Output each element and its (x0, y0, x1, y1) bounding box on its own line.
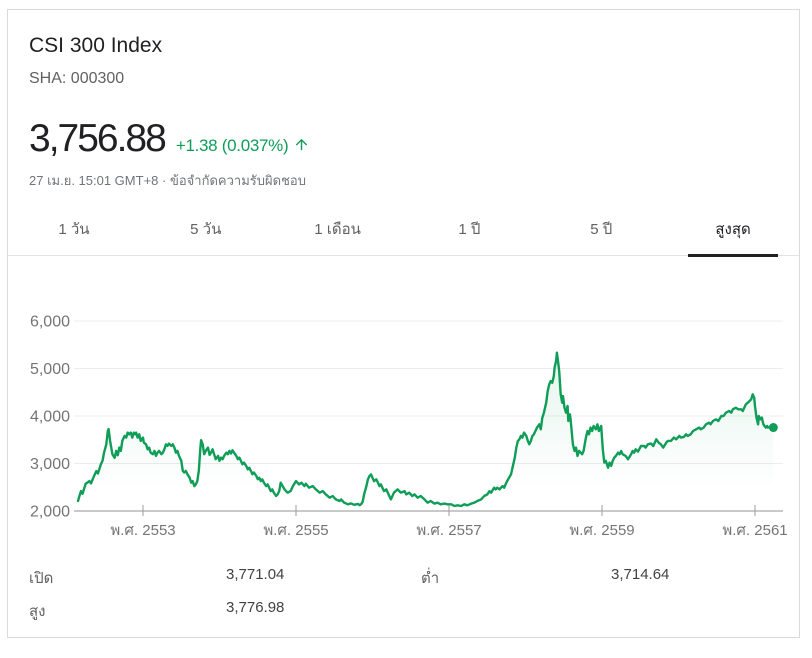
x-axis-label: พ.ศ. 2561 (722, 522, 787, 539)
price-change-text: +1.38 (0.037%) (175, 136, 289, 155)
tab-1-day[interactable]: 1 วัน (8, 202, 140, 255)
tab-5-year[interactable]: 5 ปี (535, 202, 667, 255)
tab-label: 5 ปี (590, 220, 613, 238)
price-row: 3,756.88 +1.38 (0.037%) (29, 116, 310, 162)
timestamp-text: 27 เม.ย. 15:01 GMT+8 (29, 173, 159, 188)
chart-area-fill (78, 352, 774, 511)
arrow-up-icon (296, 138, 308, 151)
price-line (76, 351, 775, 508)
last-price-dot (768, 423, 778, 433)
tab-5-day[interactable]: 5 วัน (140, 202, 272, 255)
stat-open-value: 3,771.04 (226, 566, 285, 583)
y-axis-label: 4,000 (30, 409, 70, 426)
y-axis-label: 5,000 (30, 361, 70, 378)
price-chart[interactable]: 2,000 3,000 4,000 5,000 6,000 พ.ศ. 2553 พ.ศ. 2… (8, 256, 799, 556)
stat-low-label: ต่ำ (421, 570, 440, 587)
ticker-symbol: SHA: 000300 (29, 70, 125, 87)
disclaimer-link[interactable]: ข้อจำกัดความรับผิดชอบ (169, 173, 306, 188)
x-axis-label: พ.ศ. 2555 (263, 522, 328, 539)
stat-high-label: สูง (29, 603, 46, 620)
tab-label: 1 ปี (458, 220, 481, 238)
stat-row: สูง 3,776.98 (29, 599, 778, 620)
separator-dot: · (162, 173, 167, 188)
x-axis-label: พ.ศ. 2553 (110, 522, 175, 539)
tab-label: 1 เดือน (314, 220, 361, 238)
x-axis-label: พ.ศ. 2557 (416, 522, 481, 539)
tab-label: 1 วัน (58, 220, 90, 238)
range-tabs: 1 วัน 5 วัน 1 เดือน 1 ปี 5 ปี สูงสุด (8, 202, 799, 257)
price-change: +1.38 (0.037%) (176, 134, 311, 156)
y-axis-label: 6,000 (30, 314, 70, 331)
x-axis-label: พ.ศ. 2559 (569, 522, 634, 539)
tab-label: 5 วัน (190, 220, 222, 238)
finance-card: CSI 300 Index SHA: 000300 3,756.88 +1.38… (7, 9, 800, 638)
tab-max[interactable]: สูงสุด (667, 202, 799, 257)
stat-low-value: 3,714.64 (611, 566, 670, 583)
quote-timestamp: 27 เม.ย. 15:01 GMT+8 · ข้อจำกัดความรับผิ… (29, 172, 306, 190)
active-tab-underline (688, 254, 779, 257)
tab-1-year[interactable]: 1 ปี (403, 202, 535, 255)
page-title: CSI 300 Index (29, 34, 163, 57)
y-axis-label: 2,000 (30, 504, 70, 521)
current-price: 3,756.88 (29, 117, 167, 160)
stat-row: เปิด 3,771.04 ต่ำ 3,714.64 (29, 566, 778, 587)
stat-open-label: เปิด (29, 570, 54, 587)
tab-1-month[interactable]: 1 เดือน (272, 202, 404, 255)
stats-table: เปิด 3,771.04 ต่ำ 3,714.64 สูง 3,776.98 (29, 566, 778, 632)
stat-high-value: 3,776.98 (226, 599, 285, 616)
tab-label: สูงสุด (715, 220, 751, 238)
y-axis-label: 3,000 (30, 456, 70, 473)
